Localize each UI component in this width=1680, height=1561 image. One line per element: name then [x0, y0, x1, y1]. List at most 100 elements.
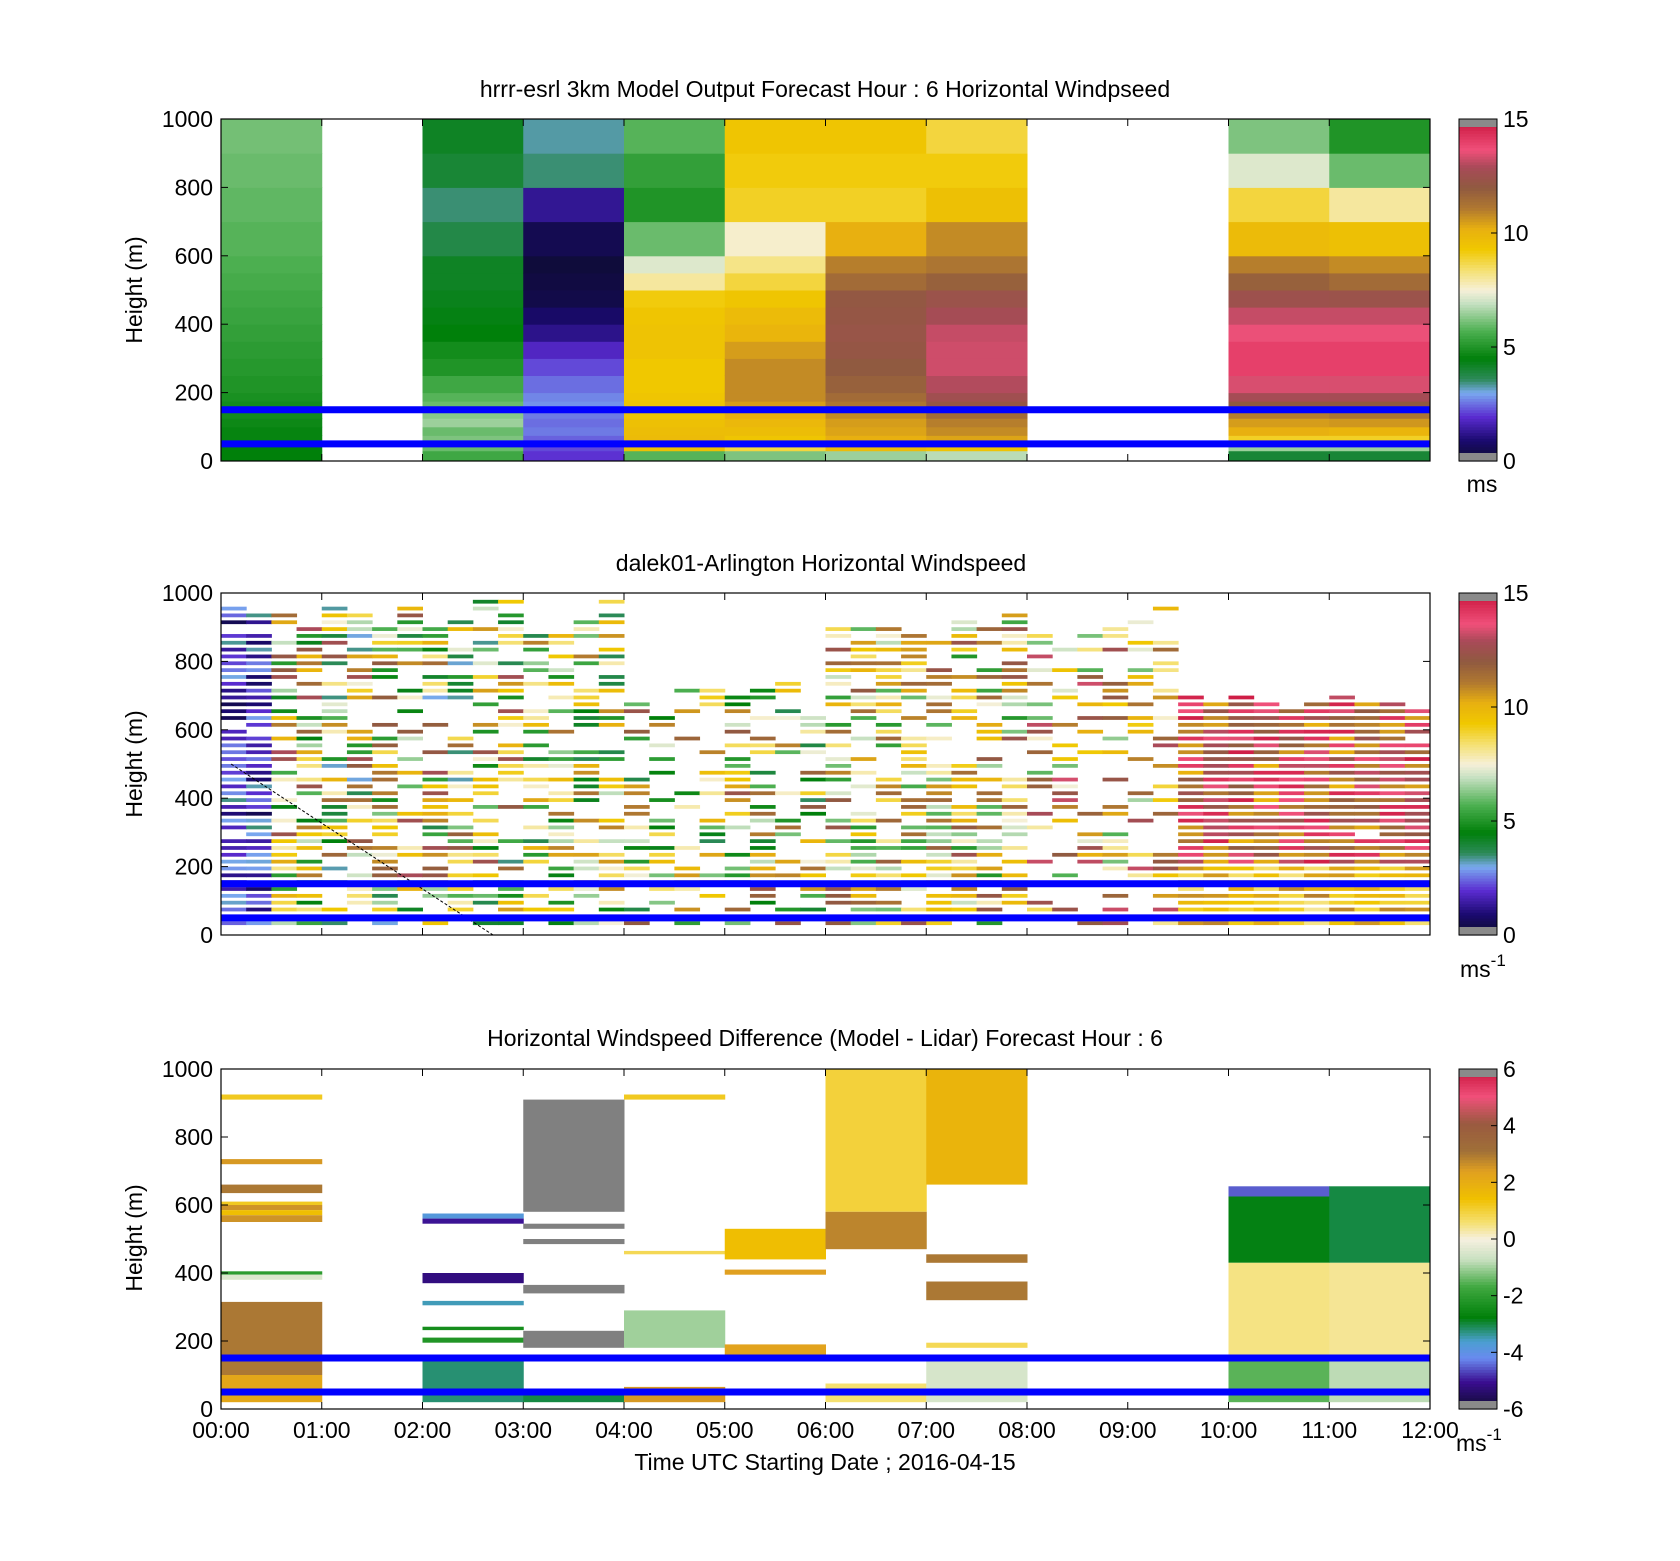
heatmap-cell — [1027, 634, 1053, 638]
heatmap-cell — [749, 770, 776, 775]
heatmap-cell — [321, 640, 348, 645]
colorbar-segment — [1459, 875, 1497, 879]
heatmap-cell — [447, 873, 474, 878]
heatmap-cell — [850, 825, 877, 830]
colorbar-tick-label: 5 — [1503, 808, 1516, 834]
colorbar-segment — [1459, 327, 1497, 331]
heatmap-cell — [422, 688, 449, 693]
heatmap-cell — [1077, 675, 1104, 679]
heatmap-cell — [397, 606, 423, 611]
colorbar-segment — [1459, 650, 1497, 654]
heatmap-cell — [724, 811, 751, 816]
x-tick-label: 09:00 — [1099, 1417, 1157, 1443]
heatmap-cell — [1228, 818, 1255, 823]
colorbar-segment — [1459, 435, 1497, 439]
heatmap-cell — [926, 846, 952, 850]
heatmap-cell — [422, 290, 524, 308]
y-tick-label: 200 — [175, 854, 213, 880]
colorbar-segment — [1459, 1377, 1497, 1382]
colorbar-segment — [1459, 684, 1497, 688]
heatmap-cell — [976, 695, 1003, 700]
colorbar-segment — [1459, 364, 1497, 368]
colorbar-segment — [1459, 803, 1497, 808]
colorbar-segment — [1459, 1355, 1497, 1359]
difference-band — [221, 1201, 323, 1205]
y-tick-label: 400 — [175, 311, 213, 337]
heatmap-cell — [624, 119, 726, 154]
heatmap-cell — [498, 681, 524, 686]
x-axis-lidar — [220, 593, 1431, 935]
colorbar-unit-model: ms — [1467, 471, 1498, 497]
heatmap-cell — [523, 443, 625, 452]
colorbar-segment — [1459, 1122, 1497, 1127]
heatmap-cell — [422, 187, 524, 223]
heatmap-cell — [825, 818, 852, 823]
heatmap-cell — [1228, 907, 1255, 912]
heatmap-cell — [346, 647, 373, 652]
colorbar-segment — [1459, 778, 1497, 782]
heatmap-cell — [472, 893, 499, 898]
heatmap-cell — [573, 866, 600, 871]
colorbar-segment — [1459, 689, 1497, 694]
heatmap-cell — [1027, 750, 1053, 755]
heatmap-cell — [221, 825, 247, 830]
heatmap-cell — [422, 409, 524, 419]
heatmap-cell — [1379, 729, 1406, 734]
heatmap-cell — [321, 832, 348, 837]
colorbar-segment — [1459, 707, 1497, 711]
colorbar-segment — [1459, 1270, 1497, 1274]
heatmap-cell — [1304, 743, 1330, 748]
heatmap-cell — [1354, 866, 1381, 871]
heatmap-cell — [724, 153, 826, 188]
colorbar-segment — [1459, 318, 1497, 322]
colorbar-segment — [1459, 1196, 1497, 1200]
heatmap-cell — [724, 784, 751, 789]
x-tick-label: 12:00 — [1401, 1417, 1459, 1443]
difference-band — [1228, 1262, 1330, 1355]
heatmap-cell — [850, 859, 877, 864]
heatmap-cell — [221, 770, 247, 775]
heatmap-cell — [447, 852, 474, 857]
heatmap-cell — [749, 900, 776, 905]
colorbar-segment — [1459, 738, 1497, 742]
heatmap-cell — [422, 873, 449, 878]
colorbar-segment — [1459, 712, 1497, 717]
heatmap-cell — [1304, 852, 1330, 857]
heatmap-cell — [1027, 900, 1053, 905]
heatmap-cell — [523, 805, 549, 809]
heatmap-cell — [1304, 722, 1330, 727]
heatmap-cell — [850, 811, 877, 816]
heatmap-cell — [498, 716, 524, 720]
heatmap-cell — [976, 805, 1003, 809]
colorbar-segment — [1459, 658, 1497, 662]
heatmap-cell — [1203, 729, 1229, 734]
colorbar-segment — [1459, 1358, 1497, 1362]
colorbar-segment — [1459, 1335, 1497, 1339]
heatmap-cell — [649, 716, 675, 720]
heatmap-cell — [674, 887, 701, 891]
heatmap-cell — [875, 702, 902, 707]
heatmap-cell — [1329, 187, 1430, 223]
heatmap-cell — [498, 907, 524, 912]
y-tick-label: 600 — [175, 717, 213, 743]
heatmap-cell — [850, 887, 877, 891]
heatmap-cell — [1329, 290, 1430, 308]
heatmap-cell — [523, 119, 625, 154]
heatmap-cell — [1304, 798, 1330, 802]
colorbar-unit-difference: ms-1 — [1456, 1425, 1502, 1456]
heatmap-cell — [875, 846, 902, 850]
heatmap-cell — [1304, 716, 1330, 720]
heatmap-cell — [1127, 873, 1154, 878]
heatmap-cell — [1379, 757, 1406, 761]
heatmap-cell — [523, 341, 625, 359]
heatmap-cell — [926, 764, 952, 768]
heatmap-cell — [699, 818, 726, 823]
heatmap-cell — [422, 777, 449, 782]
heatmap-cell — [271, 866, 298, 871]
heatmap-cell — [296, 893, 323, 898]
difference-band — [221, 1271, 323, 1275]
heatmap-cell — [523, 392, 625, 402]
colorbar-segment — [1459, 1386, 1497, 1390]
heatmap-cell — [1102, 695, 1129, 700]
